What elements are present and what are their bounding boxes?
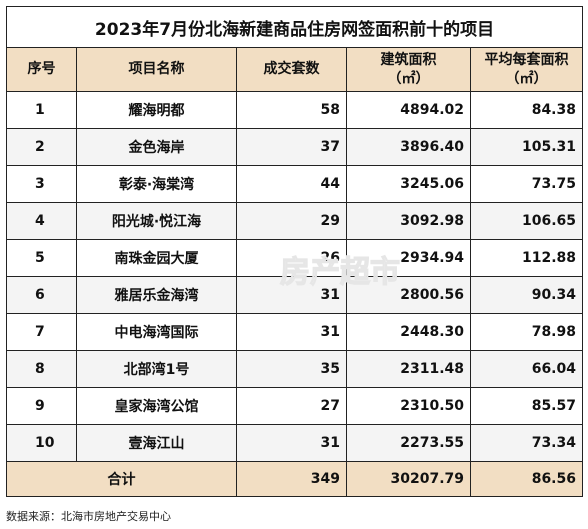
row-project-name: 皇家海湾公馆 <box>76 387 237 425</box>
row-area: 3245.06 <box>346 165 471 203</box>
row-area: 3092.98 <box>346 202 471 240</box>
row-project-name: 雅居乐金海湾 <box>76 276 237 314</box>
table-row: 3 彰泰·海棠湾 44 3245.06 73.75 <box>6 165 583 203</box>
row-rank: 5 <box>6 239 77 277</box>
row-units: 31 <box>236 424 347 462</box>
row-avg-area: 105.31 <box>470 128 583 166</box>
row-project-name: 北部湾1号 <box>76 350 237 388</box>
header-area-unit: （㎡） <box>387 70 430 87</box>
header-avg-unit: （㎡） <box>505 70 548 87</box>
row-rank: 3 <box>6 165 77 203</box>
header-name: 项目名称 <box>76 47 237 92</box>
row-area: 2310.50 <box>346 387 471 425</box>
row-units: 37 <box>236 128 347 166</box>
row-project-name: 中电海湾国际 <box>76 313 237 351</box>
ranking-table: 2023年7月份北海新建商品住房网签面积前十的项目 序号 项目名称 成交套数 建… <box>6 6 583 497</box>
row-avg-area: 73.34 <box>470 424 583 462</box>
row-units: 29 <box>236 202 347 240</box>
header-area-label: 建筑面积 <box>380 51 437 68</box>
table-row: 5 南珠金园大厦 26 2934.94 112.88 <box>6 239 583 277</box>
row-rank: 9 <box>6 387 77 425</box>
row-rank: 1 <box>6 91 77 129</box>
row-rank: 7 <box>6 313 77 351</box>
row-avg-area: 85.57 <box>470 387 583 425</box>
row-area: 2934.94 <box>346 239 471 277</box>
header-units: 成交套数 <box>236 47 347 92</box>
row-area: 4894.02 <box>346 91 471 129</box>
row-units: 31 <box>236 276 347 314</box>
total-label: 合计 <box>6 461 237 497</box>
total-area: 30207.79 <box>346 461 471 497</box>
ranking-table-container: 2023年7月份北海新建商品住房网签面积前十的项目 序号 项目名称 成交套数 建… <box>6 6 583 497</box>
row-units: 58 <box>236 91 347 129</box>
row-avg-area: 66.04 <box>470 350 583 388</box>
table-row: 7 中电海湾国际 31 2448.30 78.98 <box>6 313 583 351</box>
row-units: 44 <box>236 165 347 203</box>
total-avg: 86.56 <box>470 461 583 497</box>
header-avg-label: 平均每套面积 <box>484 51 569 68</box>
table-row: 10 壹海江山 31 2273.55 73.34 <box>6 424 583 462</box>
table-row: 8 北部湾1号 35 2311.48 66.04 <box>6 350 583 388</box>
row-units: 27 <box>236 387 347 425</box>
row-rank: 10 <box>6 424 77 462</box>
row-avg-area: 84.38 <box>470 91 583 129</box>
header-rank: 序号 <box>6 47 77 92</box>
table-title: 2023年7月份北海新建商品住房网签面积前十的项目 <box>6 6 583 48</box>
row-project-name: 耀海明都 <box>76 91 237 129</box>
table-row: 9 皇家海湾公馆 27 2310.50 85.57 <box>6 387 583 425</box>
row-rank: 6 <box>6 276 77 314</box>
header-avg: 平均每套面积 （㎡） <box>470 47 583 92</box>
row-project-name: 金色海岸 <box>76 128 237 166</box>
row-project-name: 壹海江山 <box>76 424 237 462</box>
row-rank: 8 <box>6 350 77 388</box>
row-project-name: 南珠金园大厦 <box>76 239 237 277</box>
table-row: 2 金色海岸 37 3896.40 105.31 <box>6 128 583 166</box>
total-units: 349 <box>236 461 347 497</box>
table-row: 1 耀海明都 58 4894.02 84.38 <box>6 91 583 129</box>
row-project-name: 彰泰·海棠湾 <box>76 165 237 203</box>
row-rank: 4 <box>6 202 77 240</box>
row-rank: 2 <box>6 128 77 166</box>
row-area: 2273.55 <box>346 424 471 462</box>
table-body: 1 耀海明都 58 4894.02 84.38 2 金色海岸 37 3896.40 105.31 3… <box>6 91 583 462</box>
row-avg-area: 112.88 <box>470 239 583 277</box>
row-units: 26 <box>236 239 347 277</box>
row-area: 2311.48 <box>346 350 471 388</box>
table-row: 6 雅居乐金海湾 31 2800.56 90.34 <box>6 276 583 314</box>
row-avg-area: 78.98 <box>470 313 583 351</box>
total-row: 合计 349 30207.79 86.56 <box>6 461 583 497</box>
row-avg-area: 73.75 <box>470 165 583 203</box>
row-units: 31 <box>236 313 347 351</box>
row-avg-area: 90.34 <box>470 276 583 314</box>
row-area: 2448.30 <box>346 313 471 351</box>
header-row: 序号 项目名称 成交套数 建筑面积 （㎡） 平均每套面积 （㎡） <box>6 47 583 92</box>
row-area: 2800.56 <box>346 276 471 314</box>
header-area: 建筑面积 （㎡） <box>346 47 471 92</box>
data-source-note: 数据来源：北海市房地产交易中心 <box>6 510 171 523</box>
row-area: 3896.40 <box>346 128 471 166</box>
row-project-name: 阳光城·悦江海 <box>76 202 237 240</box>
table-row: 4 阳光城·悦江海 29 3092.98 106.65 <box>6 202 583 240</box>
row-avg-area: 106.65 <box>470 202 583 240</box>
row-units: 35 <box>236 350 347 388</box>
